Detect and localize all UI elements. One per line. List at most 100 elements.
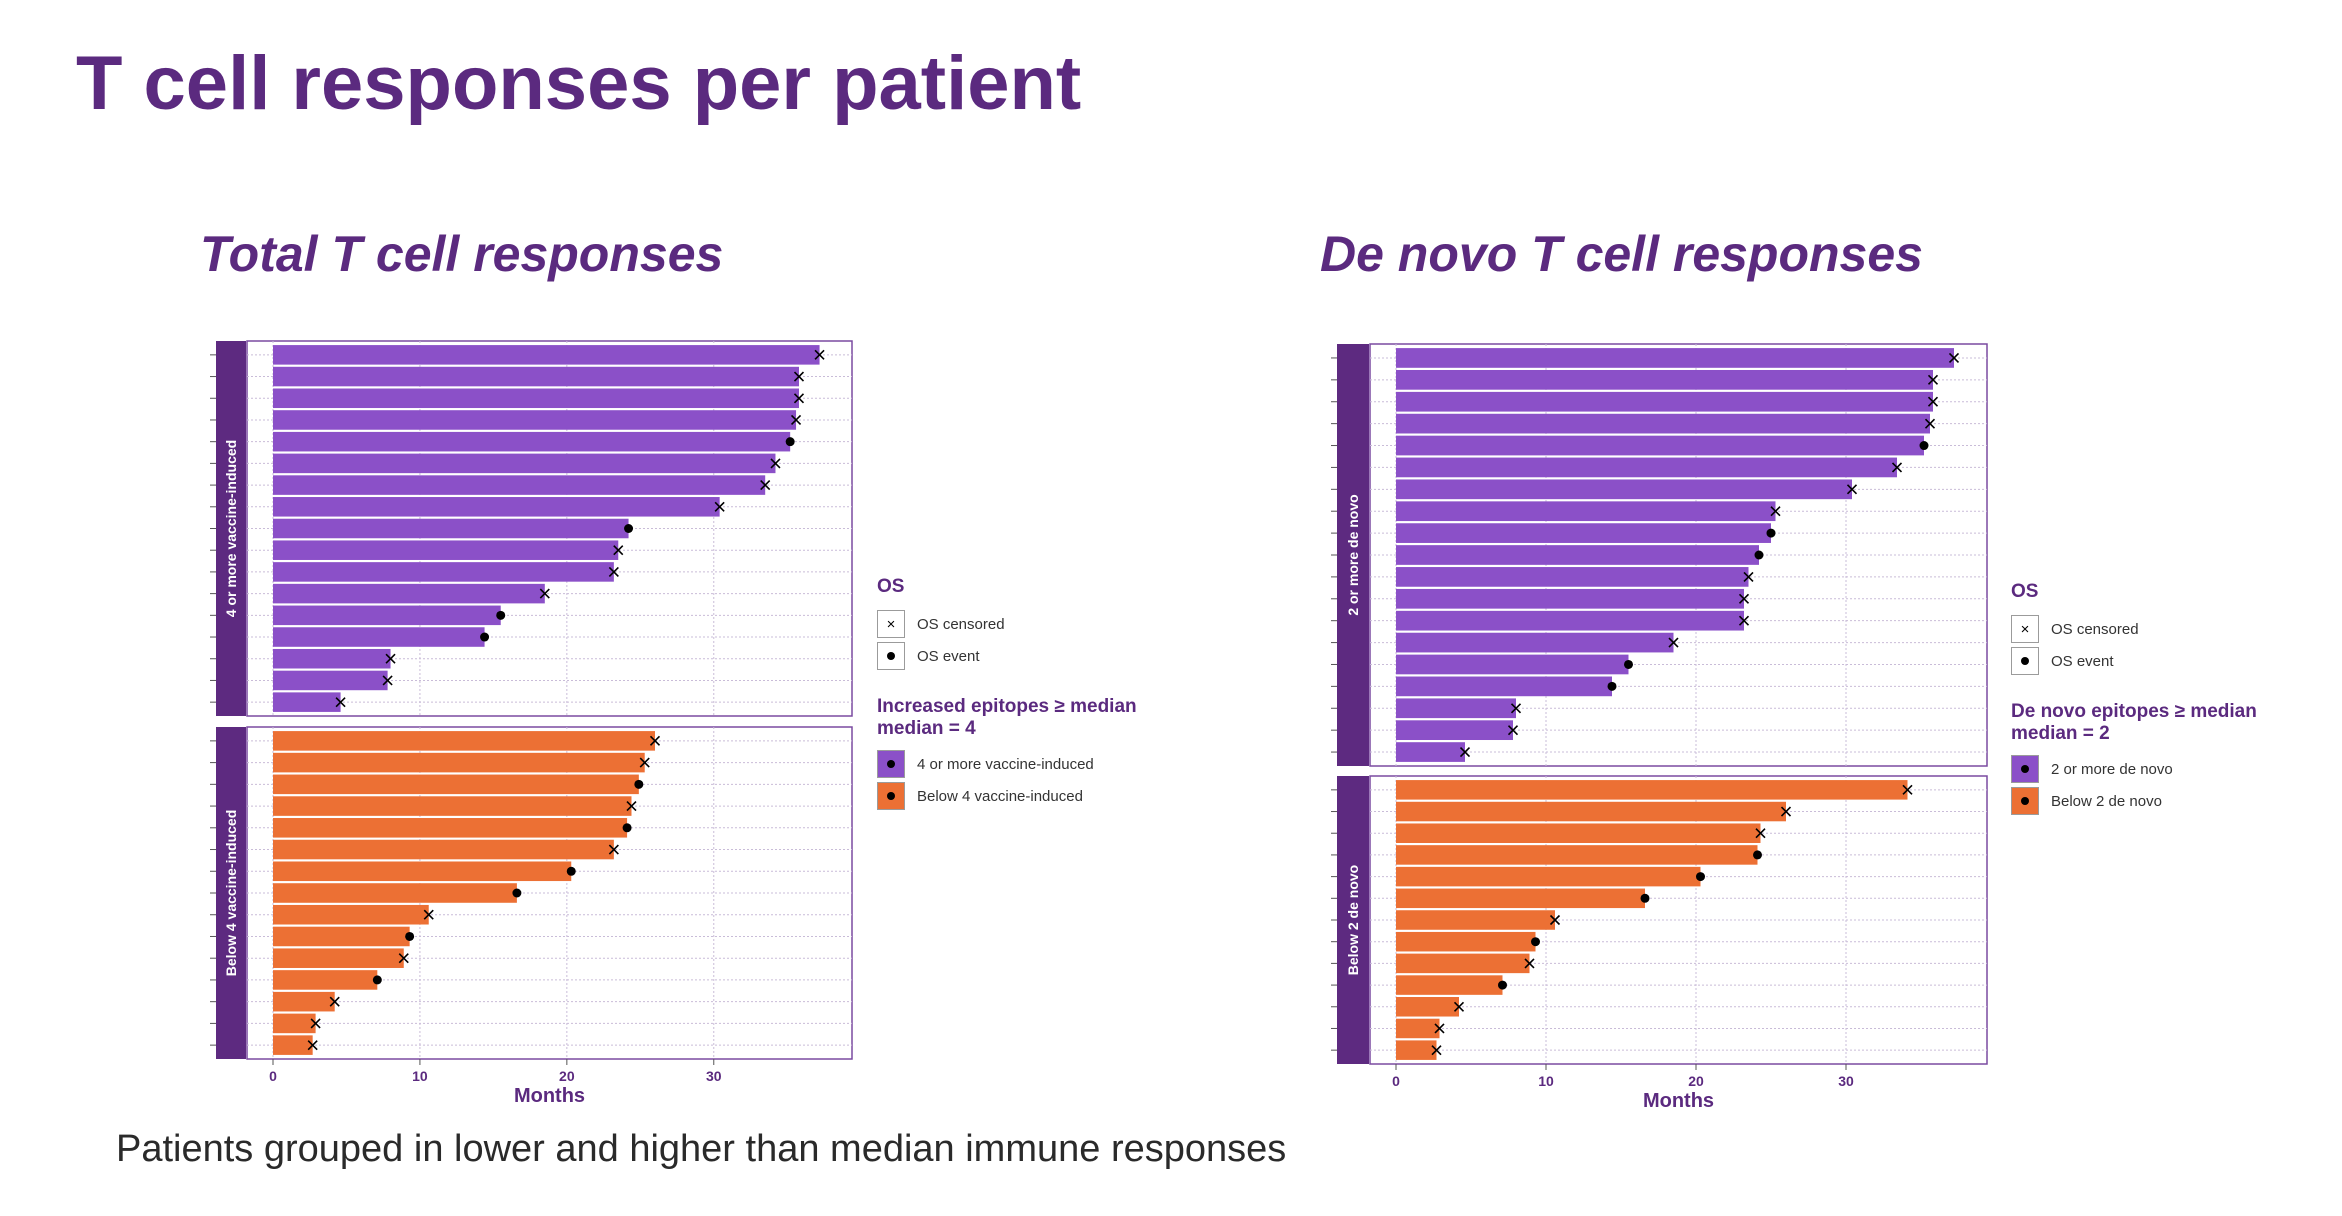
os-event-marker	[512, 888, 522, 898]
dot-marker-icon	[2011, 647, 2039, 675]
os-censored-marker	[608, 844, 619, 855]
orange-swatch-icon	[877, 782, 905, 810]
bar	[1396, 588, 1744, 609]
bar	[1396, 610, 1744, 631]
os-censored-marker	[1459, 746, 1471, 758]
os-censored-marker	[385, 653, 396, 664]
orange-swatch-icon	[2011, 787, 2039, 815]
os-censored-marker	[329, 996, 340, 1007]
os-event-marker	[1498, 980, 1507, 990]
bar	[1396, 567, 1749, 587]
bar	[1396, 523, 1771, 543]
bar	[273, 583, 545, 604]
bar	[273, 345, 820, 365]
os-event-marker	[1754, 550, 1764, 560]
facet-panel: 4 or more vaccine-induced	[210, 340, 853, 717]
bar	[273, 540, 619, 560]
bar	[273, 497, 720, 517]
bar	[1396, 866, 1701, 887]
cross-marker-icon: ×	[877, 610, 905, 638]
bar	[273, 648, 391, 669]
bar	[1396, 1040, 1437, 1060]
bar	[273, 410, 797, 430]
bar	[1396, 720, 1513, 741]
legend-label: Below 4 vaccine-induced	[917, 787, 1083, 805]
bar	[273, 991, 335, 1012]
legend-item-group-low: Below 4 vaccine-induced	[877, 780, 1137, 812]
bar	[1396, 501, 1776, 522]
legend-label: 2 or more de novo	[2051, 760, 2173, 778]
x-tick-label: 0	[269, 1068, 277, 1084]
os-censored-marker	[1549, 914, 1561, 926]
bar	[273, 366, 799, 387]
legend-item-os-censored: × OS censored	[877, 608, 1137, 640]
bar	[1396, 742, 1465, 762]
facet-strip-label: 2 or more de novo	[1345, 494, 1361, 615]
x-tick-label: 10	[1538, 1073, 1554, 1089]
bar	[273, 883, 517, 903]
bar	[1396, 654, 1629, 675]
facet-strip	[216, 727, 246, 1059]
bar	[273, 818, 628, 838]
os-censored-marker	[1755, 828, 1766, 839]
x-tick-label: 30	[706, 1068, 722, 1084]
bar	[273, 692, 341, 712]
x-axis-label: Months	[1643, 1090, 1714, 1112]
group-legend-title: De novo epitopes ≥ median median = 2	[2011, 701, 2257, 744]
os-event-marker	[785, 437, 795, 447]
bar	[273, 904, 429, 925]
facet-strip	[1337, 344, 1369, 766]
os-censored-marker	[1668, 637, 1679, 648]
os-censored-marker	[1770, 506, 1781, 517]
bar	[273, 453, 776, 474]
os-event-marker	[1766, 528, 1776, 538]
os-censored-marker	[1780, 806, 1792, 817]
legend-item-os-event: OS event	[2011, 645, 2257, 677]
os-event-marker	[372, 975, 382, 985]
facet-strip	[1337, 776, 1369, 1064]
bar	[1396, 997, 1459, 1017]
group-legend-title: Increased epitopes ≥ median median = 4	[877, 696, 1137, 739]
bar	[1396, 391, 1933, 412]
bar	[273, 774, 639, 795]
legend-label: OS censored	[2051, 620, 2139, 638]
os-event-marker	[1607, 681, 1617, 691]
x-tick-label: 0	[1392, 1073, 1400, 1089]
os-censored-marker	[539, 588, 550, 599]
os-censored-marker	[1524, 958, 1535, 969]
os-legend-title: OS	[877, 576, 905, 597]
bar	[273, 796, 632, 816]
os-censored-marker	[608, 566, 619, 577]
x-tick-label: 30	[1838, 1073, 1854, 1089]
os-censored-marker	[770, 458, 781, 469]
os-censored-marker	[1927, 374, 1939, 385]
facet-strip	[216, 341, 246, 716]
bar	[1396, 457, 1897, 478]
legend-label: 4 or more vaccine-induced	[917, 755, 1094, 773]
legend-label: Below 2 de novo	[2051, 792, 2162, 810]
legend-item-os-event: OS event	[877, 640, 1137, 672]
os-event-marker	[1640, 893, 1650, 903]
bar	[273, 948, 404, 968]
bar	[273, 1035, 313, 1055]
bar	[1396, 632, 1674, 653]
os-censored-marker	[1431, 1045, 1442, 1056]
legend-label: OS event	[917, 647, 980, 665]
os-censored-marker	[1738, 593, 1750, 604]
os-censored-marker	[626, 801, 637, 812]
bar	[1396, 845, 1758, 865]
bar	[1396, 801, 1786, 822]
os-censored-marker	[1510, 703, 1522, 714]
os-censored-marker	[793, 371, 805, 382]
os-censored-marker	[639, 757, 650, 768]
os-censored-marker	[307, 1040, 318, 1051]
os-censored-marker	[382, 675, 393, 686]
bar	[273, 752, 645, 773]
os-censored-marker	[310, 1018, 321, 1029]
bar	[273, 926, 410, 947]
os-censored-marker	[649, 735, 661, 746]
facet-panel: Below 4 vaccine-induced	[210, 726, 853, 1060]
bar	[273, 670, 388, 691]
os-event-marker	[480, 632, 490, 642]
os-censored-marker	[793, 393, 805, 404]
